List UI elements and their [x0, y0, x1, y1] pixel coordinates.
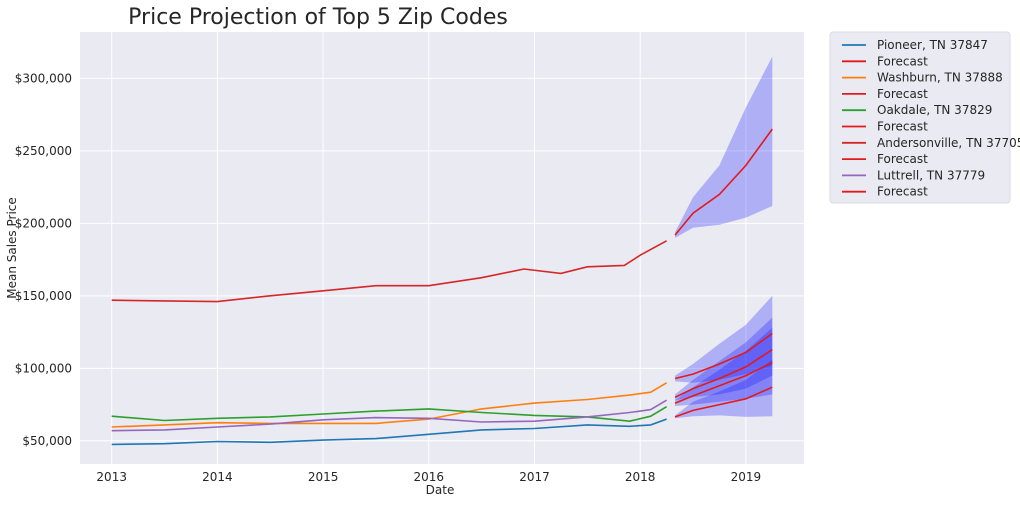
legend-label: Washburn, TN 37888 — [877, 71, 1003, 85]
confidence-band — [675, 56, 773, 238]
series-line — [111, 406, 668, 423]
confidence-band — [675, 359, 773, 419]
y-axis-ticks: $50,000 $100,000 $150,000 $200,000 $250,000 $… — [15, 71, 72, 447]
legend: Pioneer, TN 37847 Forecast Washburn, TN 37… — [829, 31, 1020, 204]
legend-label: Forecast — [877, 54, 928, 68]
series-line — [111, 240, 667, 303]
confidence-bands — [675, 56, 773, 419]
forecast-line — [674, 332, 773, 380]
x-tick-label: 2018 — [625, 470, 656, 484]
x-tick-label: 2013 — [96, 470, 127, 484]
x-axis-ticks: 2013 2014 2015 2016 2017 2018 2019 — [96, 470, 761, 484]
legend-label: Luttrell, TN 37779 — [877, 168, 985, 182]
legend-label: Andersonville, TN 37705 — [877, 136, 1020, 150]
y-tick-label: $300,000 — [15, 71, 72, 85]
y-tick-label: $250,000 — [15, 144, 72, 158]
x-axis-label: Date — [426, 483, 455, 497]
y-tick-label: $150,000 — [15, 289, 72, 303]
forecast-line — [674, 361, 773, 404]
legend-box — [829, 31, 1011, 204]
y-tick-label: $100,000 — [15, 361, 72, 375]
forecast-line — [674, 348, 773, 399]
y-tick-label: $50,000 — [22, 434, 72, 448]
grid — [80, 32, 804, 464]
y-tick-label: $200,000 — [15, 216, 72, 230]
legend-label: Forecast — [877, 152, 928, 166]
legend-label: Oakdale, TN 37829 — [877, 103, 992, 117]
legend-label: Forecast — [877, 87, 928, 101]
forecast-line — [674, 386, 773, 418]
chart-title: Price Projection of Top 5 Zip Codes — [128, 5, 508, 30]
series-line — [111, 399, 668, 432]
x-tick-label: 2017 — [519, 470, 550, 484]
legend-label: Forecast — [877, 185, 928, 199]
confidence-band — [675, 295, 773, 383]
legend-label: Pioneer, TN 37847 — [877, 38, 988, 52]
x-tick-label: 2019 — [731, 470, 762, 484]
plot-area — [80, 32, 804, 464]
x-tick-label: 2015 — [308, 470, 339, 484]
series-line — [111, 418, 667, 446]
y-axis-label: Mean Sales Price — [5, 197, 19, 299]
legend-label: Forecast — [877, 120, 928, 134]
x-tick-label: 2014 — [202, 470, 233, 484]
confidence-band — [675, 317, 773, 401]
series-lines — [111, 128, 773, 446]
x-tick-label: 2016 — [414, 470, 445, 484]
forecast-line — [674, 128, 773, 236]
